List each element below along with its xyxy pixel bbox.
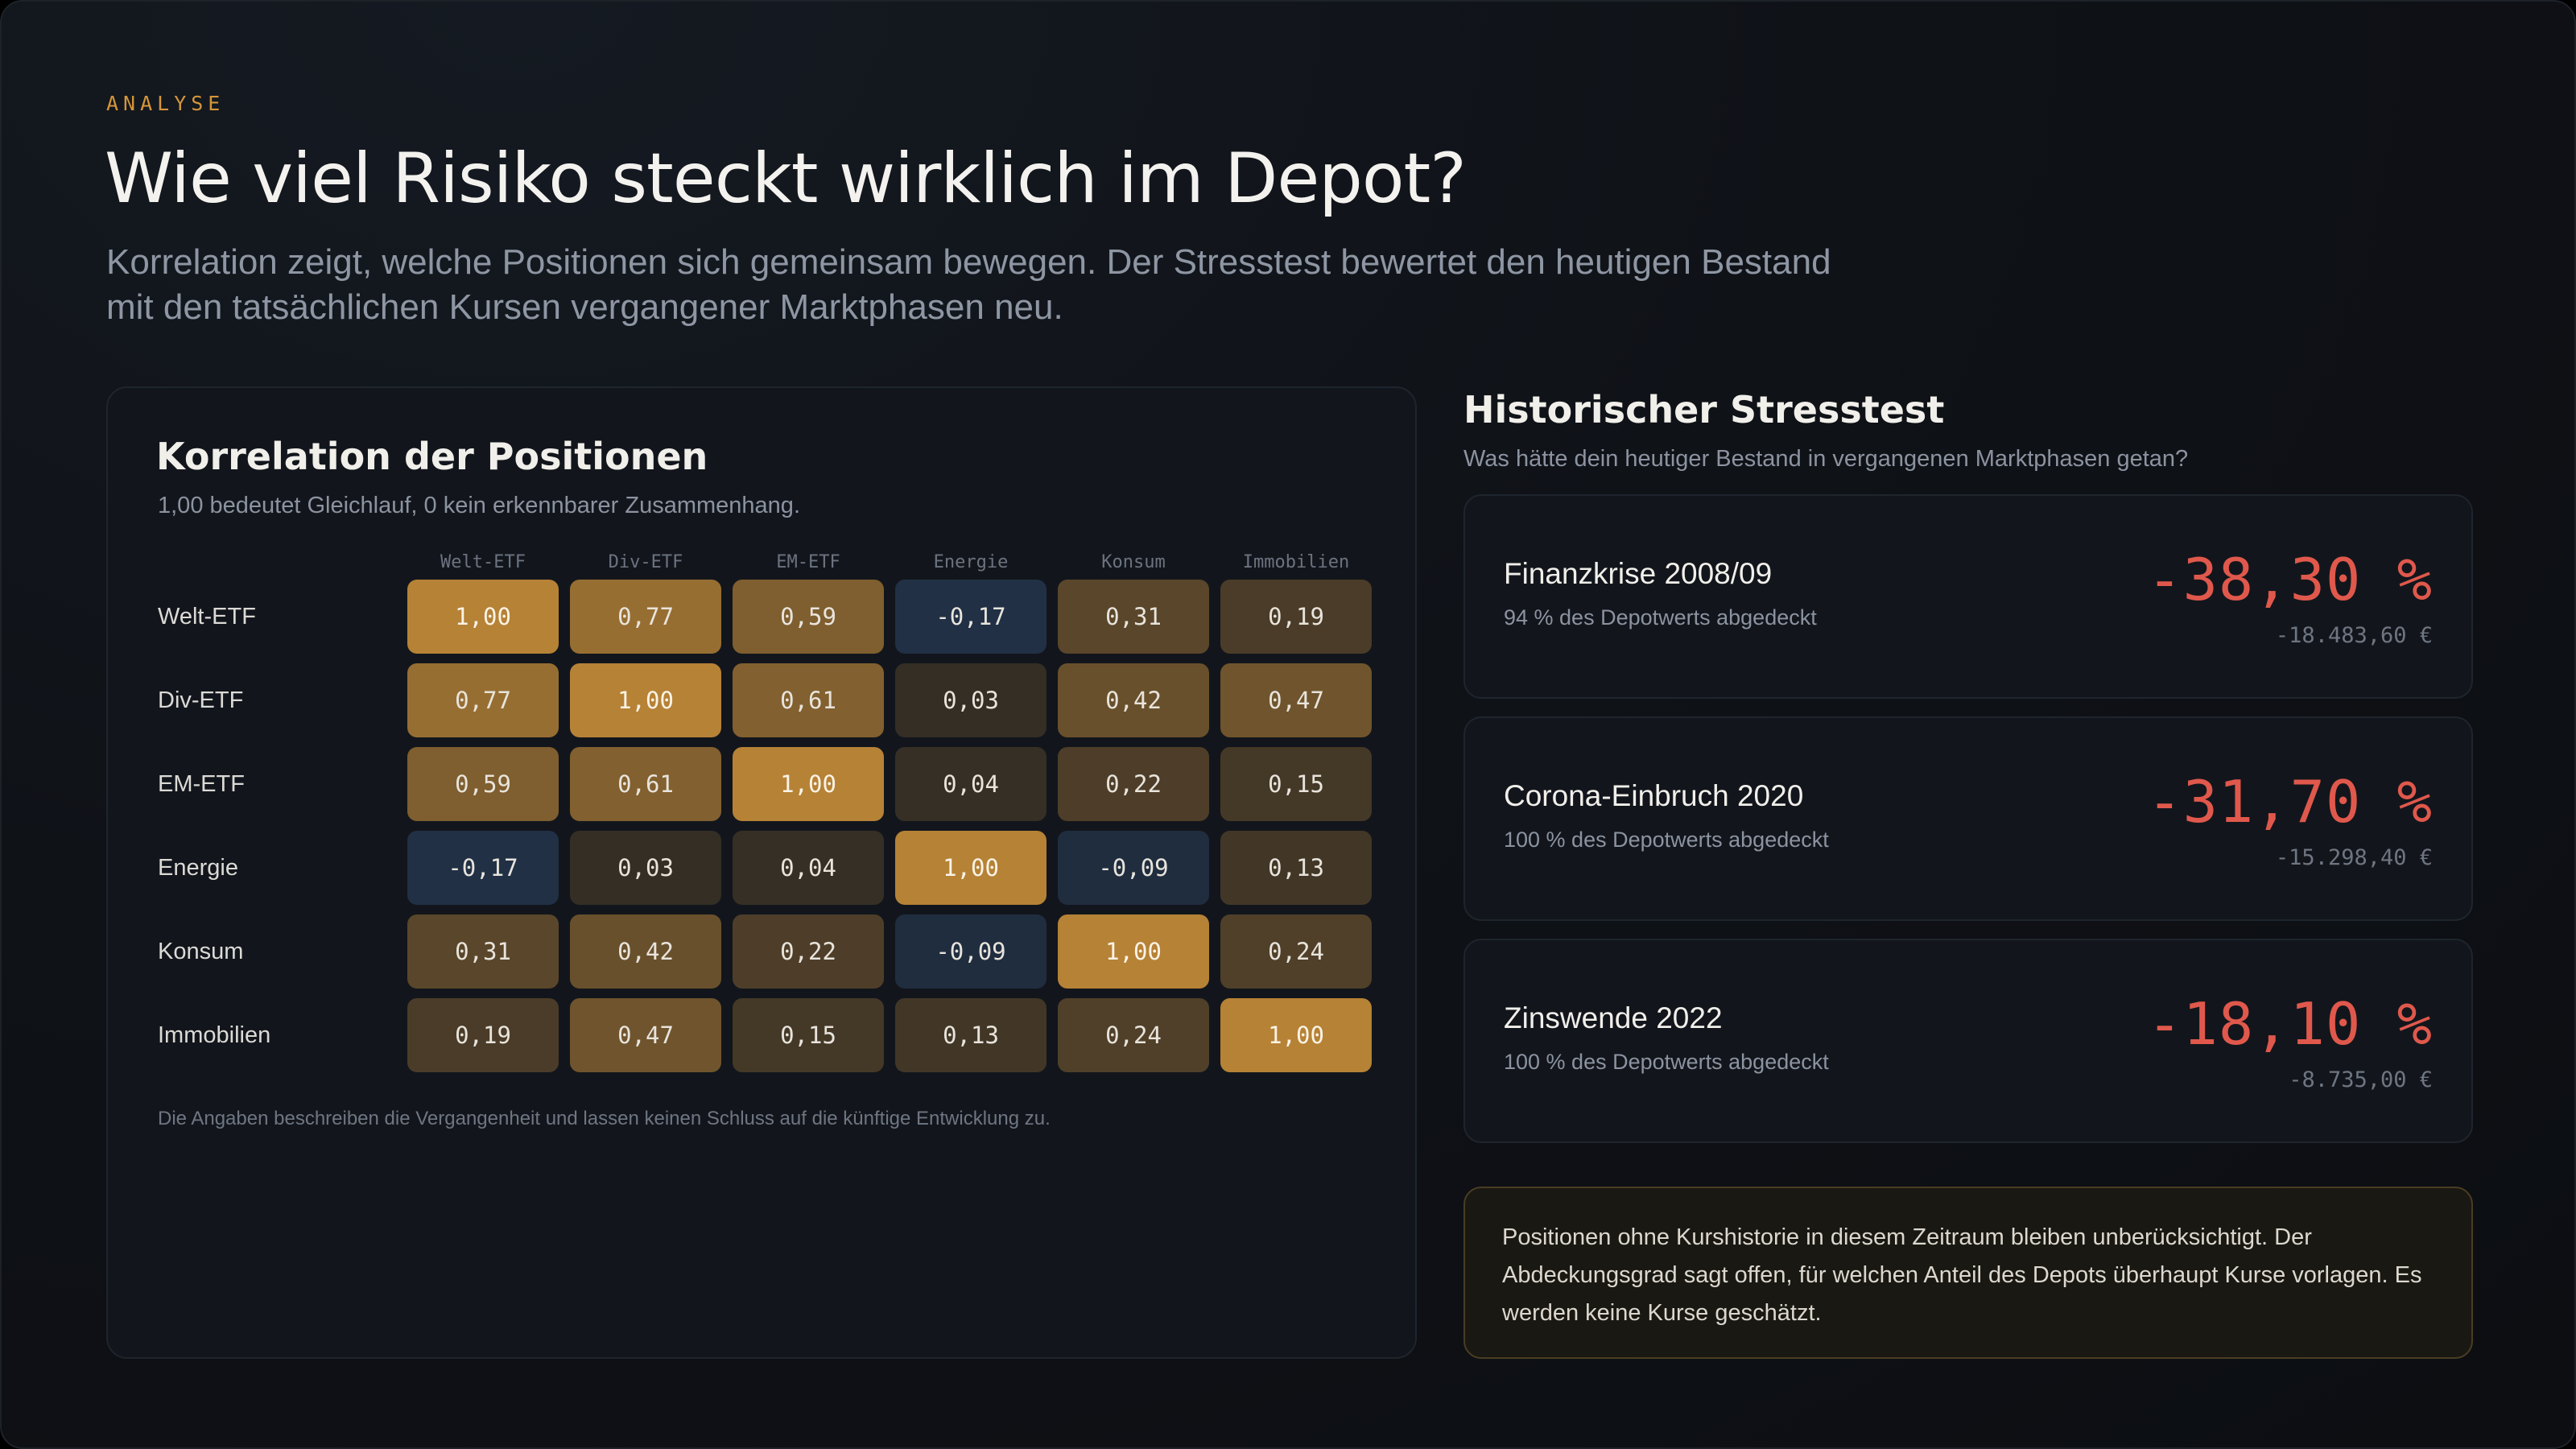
row-label: Energie bbox=[158, 855, 238, 881]
correlation-cell[interactable]: 0,31 bbox=[1058, 580, 1209, 654]
correlation-title: Korrelation der Positionen bbox=[156, 435, 708, 478]
scenario-amount: -15.298,40 € bbox=[2275, 845, 2433, 870]
stresstest-title: Historischer Stresstest bbox=[1463, 388, 1945, 431]
scenario-name: Zinswende 2022 bbox=[1504, 1001, 1723, 1034]
correlation-cell[interactable]: -0,17 bbox=[407, 831, 559, 905]
correlation-cell[interactable]: 0,13 bbox=[895, 998, 1046, 1072]
correlation-cell[interactable]: -0,17 bbox=[895, 580, 1046, 654]
correlation-cell[interactable]: 0,61 bbox=[733, 663, 884, 737]
scenario-coverage: 100 % des Depotwerts abgedeckt bbox=[1504, 1050, 1829, 1074]
scenario-change: -38,30 % bbox=[2147, 546, 2433, 613]
scenario-coverage: 100 % des Depotwerts abgedeckt bbox=[1504, 828, 1829, 852]
section-eyebrow: ANALYSE bbox=[106, 92, 225, 115]
correlation-cell[interactable]: 0,61 bbox=[570, 747, 721, 821]
column-header: Energie bbox=[933, 552, 1009, 572]
coverage-note: Positionen ohne Kurshistorie in diesem Z… bbox=[1463, 1187, 2473, 1359]
correlation-cell[interactable]: 0,77 bbox=[570, 580, 721, 654]
scenario-name: Finanzkrise 2008/09 bbox=[1504, 557, 1773, 590]
correlation-cell[interactable]: 0,03 bbox=[570, 831, 721, 905]
row-label: Welt-ETF bbox=[158, 604, 256, 630]
correlation-cell[interactable]: 0,19 bbox=[407, 998, 559, 1072]
correlation-cell[interactable]: 0,22 bbox=[1058, 747, 1209, 821]
scenario-change: -18,10 % bbox=[2147, 990, 2433, 1058]
column-header: Div-ETF bbox=[608, 552, 683, 572]
row-label: Immobilien bbox=[158, 1022, 271, 1048]
correlation-cell[interactable]: 0,47 bbox=[1220, 663, 1372, 737]
column-header: Welt-ETF bbox=[440, 552, 526, 572]
page-title: Wie viel Risiko steckt wirklich im Depot… bbox=[105, 138, 1467, 219]
correlation-cell[interactable]: 1,00 bbox=[733, 747, 884, 821]
correlation-cell[interactable]: -0,09 bbox=[895, 914, 1046, 989]
correlation-cell[interactable]: 0,59 bbox=[407, 747, 559, 821]
correlation-cell[interactable]: 0,24 bbox=[1058, 998, 1209, 1072]
correlation-cell[interactable]: 0,24 bbox=[1220, 914, 1372, 989]
row-label: Div-ETF bbox=[158, 687, 244, 713]
correlation-footnote: Die Angaben beschreiben die Vergangenhei… bbox=[158, 1108, 1051, 1129]
scenario-card[interactable]: Zinswende 2022 100 % des Depotwerts abged… bbox=[1463, 939, 2473, 1143]
page-intro: Korrelation zeigt, welche Positionen sic… bbox=[106, 242, 1831, 327]
correlation-cell[interactable]: 0,15 bbox=[1220, 747, 1372, 821]
row-label: EM-ETF bbox=[158, 771, 245, 797]
column-header: Konsum bbox=[1101, 552, 1166, 572]
scenario-card[interactable]: Corona-Einbruch 2020 100 % des Depotwerts… bbox=[1463, 716, 2473, 921]
correlation-cell[interactable]: -0,09 bbox=[1058, 831, 1209, 905]
correlation-cell[interactable]: 1,00 bbox=[895, 831, 1046, 905]
correlation-cell[interactable]: 0,47 bbox=[570, 998, 721, 1072]
row-label: Konsum bbox=[158, 939, 244, 964]
correlation-cell[interactable]: 1,00 bbox=[407, 580, 559, 654]
correlation-card: Korrelation der Positionen 1,00 bedeutet… bbox=[106, 386, 1417, 1359]
scenario-name: Corona-Einbruch 2020 bbox=[1504, 779, 1804, 812]
correlation-cell[interactable]: 0,42 bbox=[570, 914, 721, 989]
correlation-cell[interactable]: 0,42 bbox=[1058, 663, 1209, 737]
scenario-coverage: 94 % des Depotwerts abgedeckt bbox=[1504, 605, 1817, 630]
correlation-cell[interactable]: 0,19 bbox=[1220, 580, 1372, 654]
scenario-card[interactable]: Finanzkrise 2008/09 94 % des Depotwerts a… bbox=[1463, 494, 2473, 699]
stresstest-subtitle: Was hätte dein heutiger Bestand in verga… bbox=[1463, 446, 2189, 472]
correlation-cell[interactable]: 0,13 bbox=[1220, 831, 1372, 905]
correlation-subtitle: 1,00 bedeutet Gleichlauf, 0 kein erkennb… bbox=[158, 493, 800, 518]
column-header: Immobilien bbox=[1242, 552, 1350, 572]
correlation-cell[interactable]: 1,00 bbox=[1220, 998, 1372, 1072]
scenario-amount: -8.735,00 € bbox=[2289, 1067, 2433, 1092]
correlation-cell[interactable]: 1,00 bbox=[570, 663, 721, 737]
correlation-cell[interactable]: 0,03 bbox=[895, 663, 1046, 737]
correlation-cell[interactable]: 0,22 bbox=[733, 914, 884, 989]
scenario-amount: -18.483,60 € bbox=[2275, 623, 2433, 648]
correlation-cell[interactable]: 0,31 bbox=[407, 914, 559, 989]
correlation-cell[interactable]: 0,04 bbox=[895, 747, 1046, 821]
correlation-cell[interactable]: 0,15 bbox=[733, 998, 884, 1072]
scenario-change: -31,70 % bbox=[2147, 768, 2433, 836]
correlation-cell[interactable]: 0,77 bbox=[407, 663, 559, 737]
correlation-cell[interactable]: 1,00 bbox=[1058, 914, 1209, 989]
column-header: EM-ETF bbox=[776, 552, 840, 572]
correlation-cell[interactable]: 0,59 bbox=[733, 580, 884, 654]
correlation-cell[interactable]: 0,04 bbox=[733, 831, 884, 905]
